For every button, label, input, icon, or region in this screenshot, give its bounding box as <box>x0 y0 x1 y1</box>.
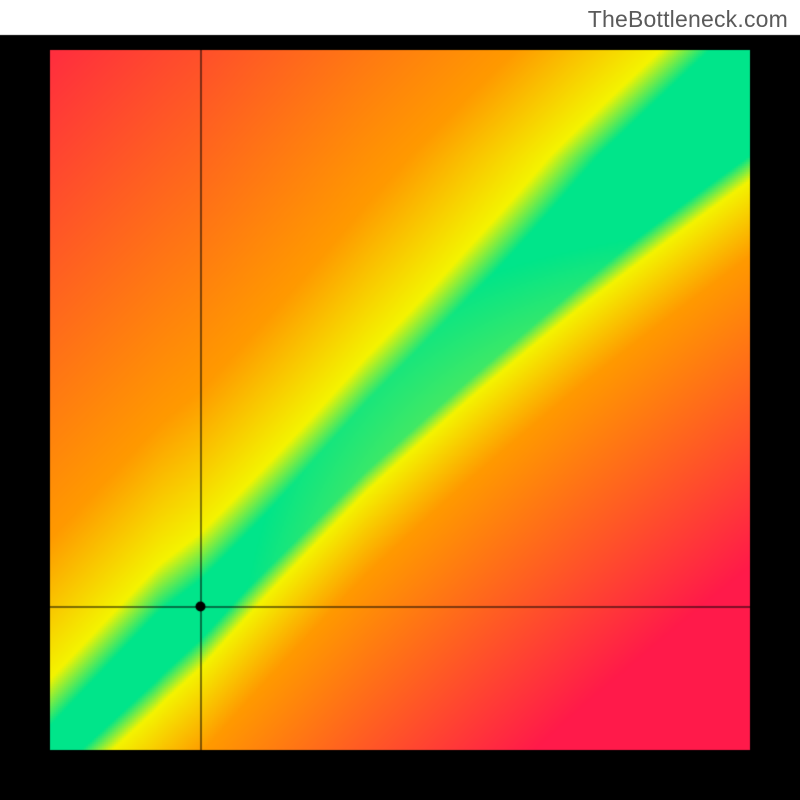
chart-container: TheBottleneck.com <box>0 0 800 800</box>
bottleneck-heatmap <box>0 0 800 800</box>
watermark-text: TheBottleneck.com <box>588 6 788 33</box>
